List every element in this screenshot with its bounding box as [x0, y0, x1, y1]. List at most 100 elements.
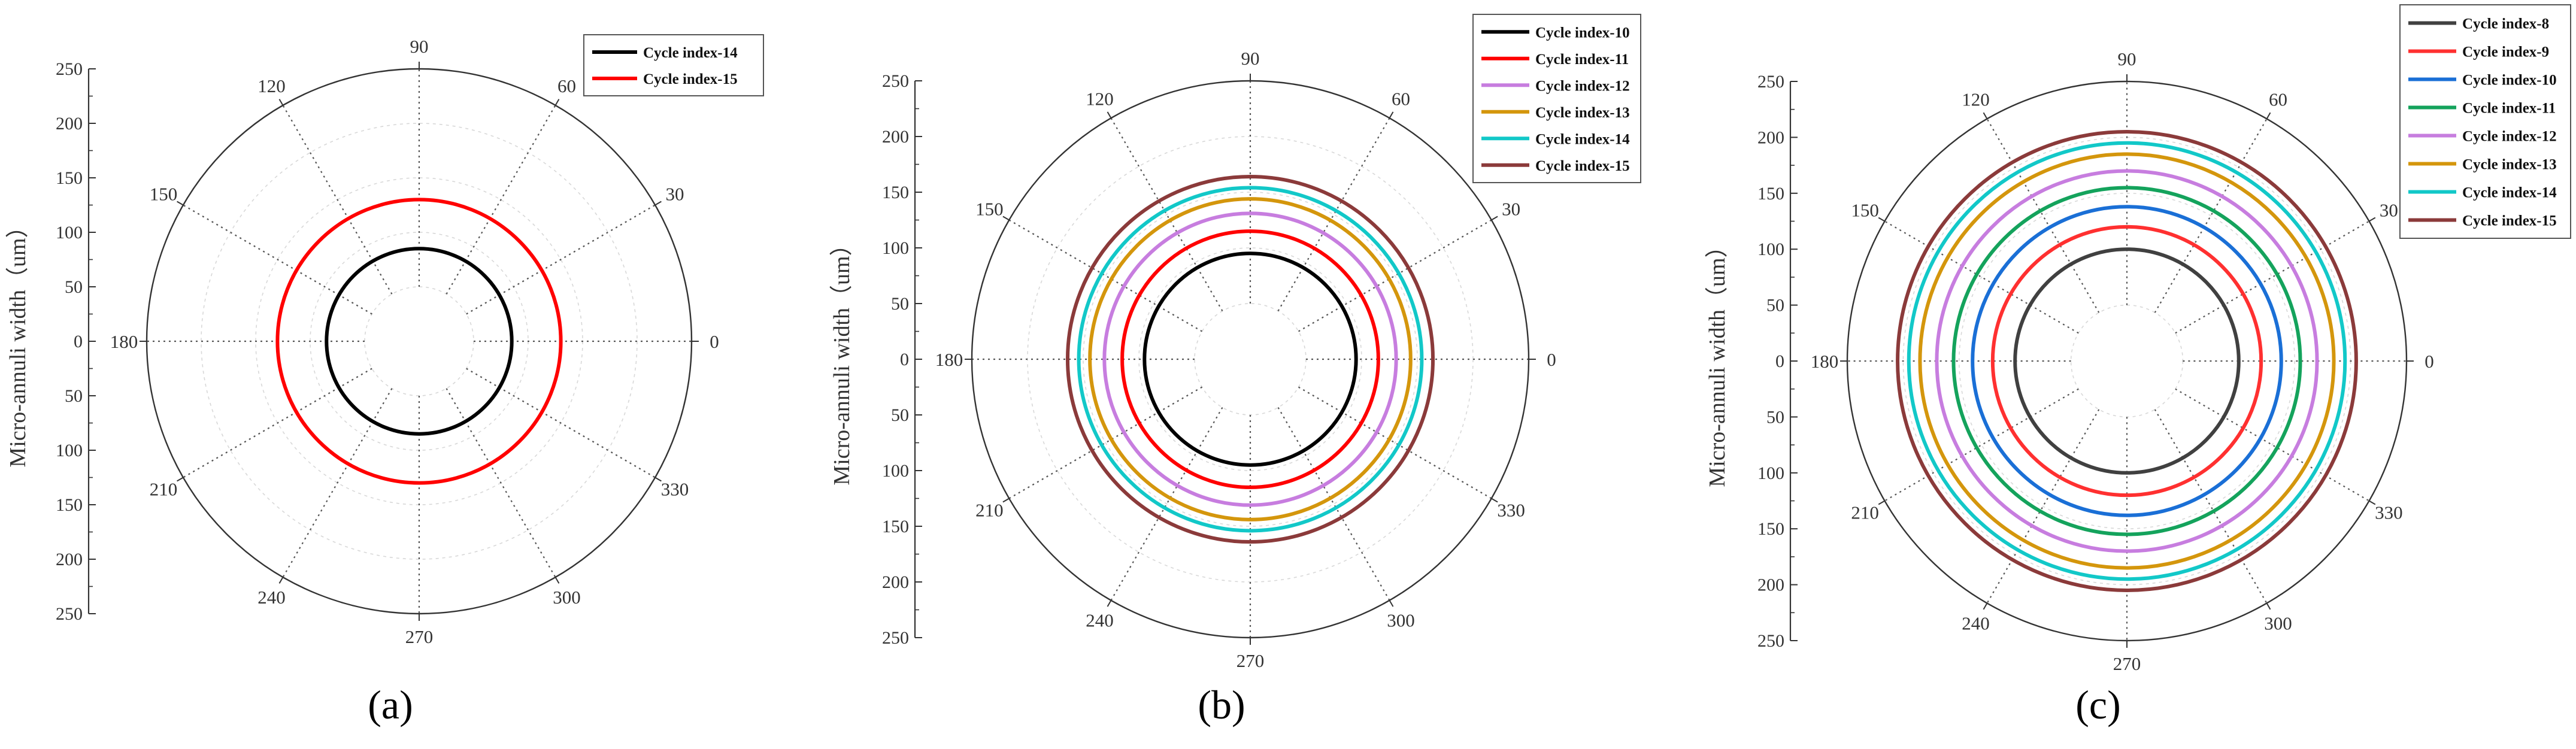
angle-tick-mark [554, 99, 560, 106]
radial-tick-label: 50 [891, 294, 909, 314]
angle-label: 30 [665, 184, 684, 205]
legend-label: Cycle index-8 [2462, 16, 2549, 32]
radial-tick-label: 150 [1757, 519, 1784, 539]
grid-ring [2070, 304, 2184, 418]
radial-tick-label: 100 [56, 223, 83, 242]
angle-label: 150 [1851, 200, 1879, 221]
radial-tick-label: 50 [891, 405, 909, 425]
series-circle [1907, 141, 2347, 581]
radial-tick-label: 200 [882, 127, 909, 147]
angle-label: 60 [2269, 89, 2287, 110]
radial-tick-label: 0 [900, 350, 909, 369]
series-circle [1120, 229, 1380, 489]
angle-label: 210 [150, 479, 178, 500]
legend-label: Cycle index-11 [2462, 101, 2556, 117]
angle-tick-mark [1491, 216, 1498, 221]
series-circle [1065, 174, 1435, 544]
angle-tick-mark [654, 477, 662, 482]
angle-label: 180 [110, 331, 138, 352]
angle-tick-mark [2368, 500, 2376, 505]
angle-label: 180 [935, 349, 963, 370]
legend-label: Cycle index-10 [1535, 25, 1630, 41]
angle-label: 60 [1392, 88, 1410, 109]
legend-label: Cycle index-15 [1535, 158, 1630, 174]
angle-tick-mark [1983, 112, 1988, 120]
angle-tick-mark [1389, 600, 1394, 607]
grid-ring [364, 286, 474, 396]
angle-tick-mark [1491, 498, 1498, 503]
series-circle [1102, 211, 1398, 507]
radial-tick-label: 200 [56, 114, 83, 134]
angle-tick-mark [2266, 602, 2271, 610]
legend-label: Cycle index-13 [2462, 157, 2557, 173]
angle-tick-mark [1878, 500, 1886, 505]
series-circle [325, 247, 514, 436]
series-circle [1142, 251, 1358, 467]
angle-tick-mark [1002, 216, 1010, 221]
panel-label: (c) [2075, 682, 2120, 727]
angle-label: 30 [1502, 199, 1520, 220]
radial-tick-label: 150 [56, 168, 83, 188]
legend: Cycle index-10 Cycle index-11 Cycle index-… [1472, 14, 1641, 183]
angle-tick-mark [177, 201, 184, 206]
angle-label: 330 [2375, 502, 2403, 523]
spoke-line [183, 368, 372, 478]
angle-label: 240 [1962, 612, 1990, 633]
radial-tick-label: 100 [1757, 239, 1784, 259]
legend-label: Cycle index-14 [643, 45, 738, 61]
radial-tick-label: 150 [882, 183, 909, 202]
legend-label: Cycle index-14 [1535, 131, 1630, 147]
angle-label: 150 [975, 199, 1004, 220]
angle-label: 240 [257, 587, 286, 608]
angle-label: 0 [2425, 351, 2434, 372]
legend-box [2399, 4, 2571, 239]
legend-label: Cycle index-15 [2462, 213, 2557, 229]
angle-label: 330 [1497, 500, 1525, 521]
angle-label: 90 [2118, 48, 2136, 69]
angle-tick-mark [278, 577, 284, 584]
radial-tick-label: 200 [1757, 575, 1784, 595]
radial-tick-label: 0 [74, 332, 83, 351]
radial-tick-label: 250 [56, 604, 83, 624]
chart-panel-c: 0 30 60 90 120 150 180 210 240 270 300 330 250 200 150… [1705, 4, 2571, 727]
angle-label: 30 [2380, 200, 2398, 221]
series-circle [1951, 186, 2302, 536]
y-axis-label: Micro-annuli width（um） [829, 233, 854, 485]
angle-label: 300 [2264, 612, 2292, 633]
legend-box [583, 34, 764, 96]
angle-label: 210 [975, 500, 1004, 521]
spoke-line [446, 388, 556, 578]
radial-tick-label: 100 [1757, 463, 1784, 483]
series-circle [1896, 130, 2358, 592]
angle-label: 300 [553, 587, 581, 608]
angle-label: 180 [1811, 351, 1839, 372]
angle-label: 150 [150, 184, 178, 205]
series-circle [1077, 186, 1424, 533]
grid-ring [1959, 192, 2296, 530]
angle-label: 90 [1241, 48, 1260, 69]
angle-tick-mark [1878, 217, 1886, 222]
radial-tick-label: 50 [1766, 407, 1784, 427]
grid-ring [1027, 136, 1474, 583]
y-axis-label: Micro-annuli width（um） [5, 215, 31, 467]
panel-label: (a) [368, 682, 413, 727]
radial-tick-label: 250 [56, 59, 83, 79]
radial-tick-label: 250 [1757, 72, 1784, 92]
series-circle [1935, 169, 2319, 553]
angle-label: 300 [1387, 610, 1415, 631]
angle-label: 120 [1962, 89, 1990, 110]
radial-tick-label: 200 [1757, 128, 1784, 147]
legend-label: Cycle index-15 [643, 71, 738, 87]
angle-label: 0 [1547, 349, 1556, 370]
angle-tick-mark [1983, 602, 1988, 610]
series-circle [1971, 205, 2283, 517]
radial-tick-label: 150 [56, 495, 83, 515]
angle-tick-mark [1002, 498, 1010, 503]
angle-label: 120 [1086, 88, 1114, 109]
angle-tick-mark [654, 201, 662, 206]
angle-tick-mark [2368, 217, 2376, 222]
radial-tick-label: 100 [882, 238, 909, 258]
angle-label: 60 [557, 75, 576, 96]
radial-tick-label: 200 [882, 572, 909, 592]
